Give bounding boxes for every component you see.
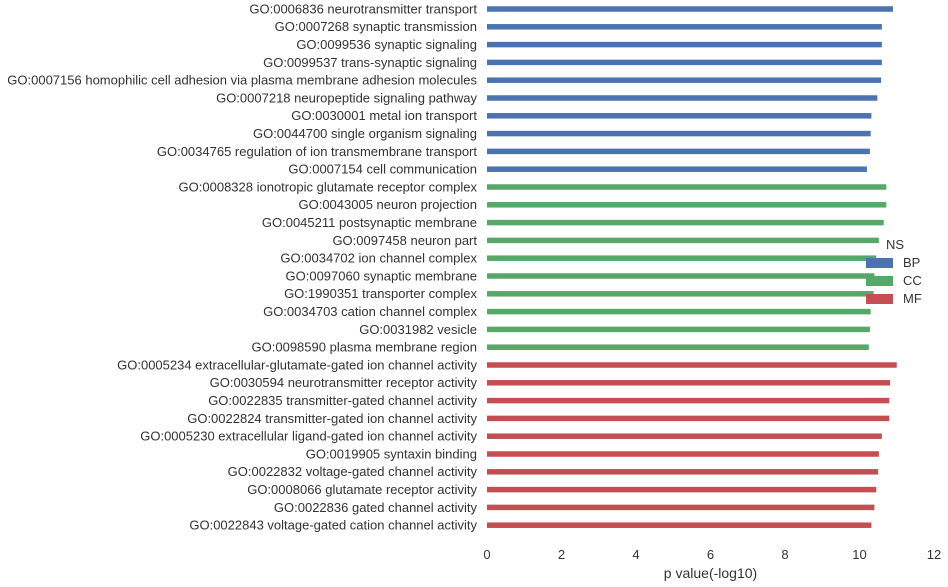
category-label: GO:0022843 voltage-gated cation channel …	[189, 518, 477, 533]
x-tick-label: 4	[632, 547, 639, 562]
bar	[487, 415, 890, 422]
category-label: GO:0030594 neurotransmitter receptor act…	[210, 375, 478, 390]
bar	[487, 362, 897, 368]
category-label: GO:0007218 neuropeptide signaling pathwa…	[216, 90, 477, 105]
category-label: GO:0022832 voltage-gated channel activit…	[228, 464, 478, 479]
bar	[487, 237, 879, 244]
bar	[487, 291, 874, 297]
legend-swatch	[866, 294, 893, 304]
category-label: GO:0008066 glutamate receptor activity	[247, 482, 477, 497]
legend-swatch	[866, 258, 893, 268]
category-label: GO:0043005 neuron projection	[298, 197, 477, 212]
x-axis-label: p value(-log10)	[664, 565, 757, 581]
bar	[487, 308, 871, 315]
category-label: GO:0031982 vesicle	[359, 322, 477, 337]
bar	[487, 6, 894, 12]
bar	[487, 326, 870, 333]
category-label: GO:0022835 transmitter-gated channel act…	[208, 393, 477, 408]
category-label: GO:0034765 regulation of ion transmembra…	[157, 144, 478, 159]
x-tick-labels: 0 2 4 6 8 10 12	[483, 547, 941, 562]
bar	[487, 113, 872, 119]
bars	[487, 6, 897, 528]
legend-label: MF	[903, 291, 922, 306]
bar	[487, 380, 891, 386]
category-label: GO:0005230 extracellular ligand-gated io…	[140, 429, 477, 444]
bar	[487, 166, 867, 172]
bar	[487, 41, 882, 48]
legend-title: NS	[886, 237, 904, 252]
category-label: GO:0007156 homophilic cell adhesion via …	[7, 73, 477, 88]
bar	[487, 255, 877, 261]
category-label: GO:0044700 single organism signaling	[253, 126, 477, 141]
x-tick-label: 12	[927, 547, 941, 562]
bar	[487, 184, 887, 190]
bar	[487, 451, 879, 457]
bar	[487, 148, 870, 155]
category-labels: GO:0006836 neurotransmitter transport GO:…	[7, 1, 477, 532]
category-label: GO:0007154 cell communication	[288, 162, 477, 177]
category-label: GO:1990351 transporter complex	[284, 286, 477, 301]
legend-label: CC	[903, 273, 922, 288]
x-tick-label: 2	[558, 547, 565, 562]
bar	[487, 433, 882, 439]
bar	[487, 469, 879, 475]
category-label: GO:0030001 metal ion transport	[291, 108, 477, 123]
x-tick-label: 0	[483, 547, 490, 562]
bar	[487, 130, 871, 137]
x-tick-label: 6	[707, 547, 714, 562]
bar	[487, 77, 882, 83]
bar	[487, 522, 872, 528]
bar	[487, 273, 875, 279]
legend: NS BP CC MF	[866, 237, 922, 306]
bar	[487, 219, 884, 226]
legend-label: BP	[903, 255, 920, 270]
category-label: GO:0022824 transmitter-gated ion channel…	[187, 411, 477, 426]
bar	[487, 59, 882, 66]
bar	[487, 202, 887, 208]
category-label: GO:0098590 plasma membrane region	[252, 340, 477, 355]
category-label: GO:0005234 extracellular-glutamate-gated…	[117, 357, 477, 372]
category-label: GO:0045211 postsynaptic membrane	[262, 215, 477, 230]
x-tick-label: 8	[781, 547, 788, 562]
category-label: GO:0097060 synaptic membrane	[286, 268, 478, 283]
category-label: GO:0022836 gated channel activity	[274, 500, 478, 515]
category-label: GO:0034703 cation channel complex	[263, 304, 477, 319]
bar	[487, 344, 869, 350]
category-label: GO:0099536 synaptic signaling	[296, 37, 477, 52]
x-tick-label: 10	[852, 547, 866, 562]
legend-swatch	[866, 276, 893, 286]
bar	[487, 486, 877, 493]
category-label: GO:0097458 neuron part	[332, 233, 477, 248]
bar	[487, 95, 878, 101]
bar	[487, 397, 890, 404]
category-label: GO:0006836 neurotransmitter transport	[249, 1, 477, 16]
category-label: GO:0099537 trans-synaptic signaling	[263, 55, 477, 70]
category-label: GO:0008328 ionotropic glutamate receptor…	[179, 179, 478, 194]
bar	[487, 504, 875, 511]
category-label: GO:0019905 syntaxin binding	[306, 446, 477, 461]
category-label: GO:0007268 synaptic transmission	[275, 19, 477, 34]
bar	[487, 24, 882, 30]
category-label: GO:0034702 ion channel complex	[280, 251, 477, 266]
